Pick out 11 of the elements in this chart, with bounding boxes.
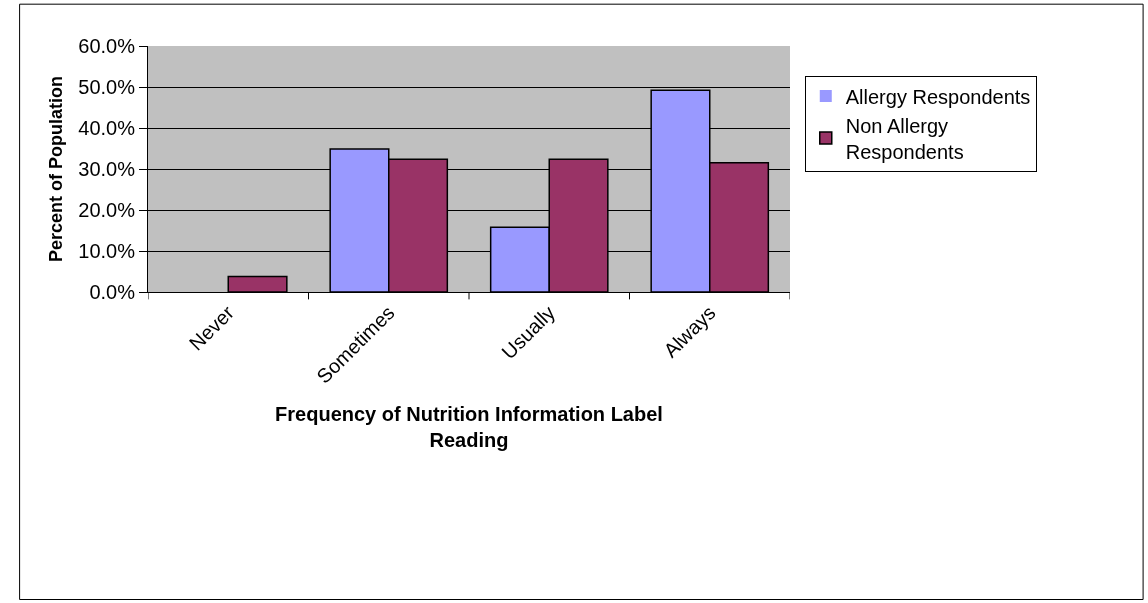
y-tick-label: 0.0% xyxy=(89,281,136,303)
y-axis-title: Percent of Population xyxy=(46,75,67,263)
y-tick-label: 20.0% xyxy=(78,199,136,221)
y-tick-label: 30.0% xyxy=(78,158,136,180)
legend-label: Allergy Respondents xyxy=(845,85,1031,108)
legend-label: Non Allergy Respondents xyxy=(845,114,964,163)
y-tick-label: 50.0% xyxy=(78,76,136,98)
y-tick-label: 40.0% xyxy=(78,117,136,139)
x-axis-title: Frequency of Nutrition Information Label Reading xyxy=(275,403,663,452)
y-tick-label: 60.0% xyxy=(78,35,136,57)
y-tick-label: 10.0% xyxy=(78,240,136,262)
